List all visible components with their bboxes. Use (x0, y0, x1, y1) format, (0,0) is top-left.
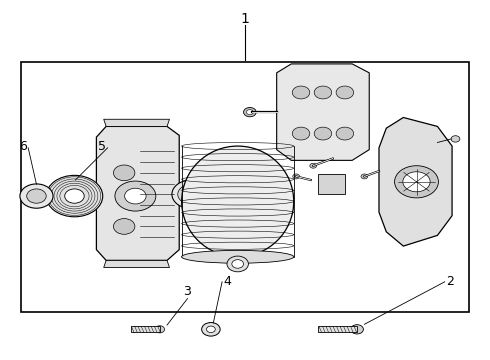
Circle shape (244, 108, 256, 117)
Circle shape (124, 188, 146, 204)
Circle shape (292, 127, 310, 140)
Circle shape (310, 163, 317, 168)
Text: 1: 1 (241, 12, 249, 26)
Circle shape (65, 189, 84, 203)
Circle shape (246, 110, 253, 114)
Circle shape (178, 184, 205, 204)
Circle shape (155, 326, 165, 333)
Circle shape (206, 326, 215, 333)
Circle shape (202, 323, 220, 336)
Circle shape (46, 175, 103, 217)
Ellipse shape (182, 146, 294, 257)
Circle shape (314, 127, 332, 140)
Circle shape (336, 127, 354, 140)
Polygon shape (97, 126, 179, 260)
Circle shape (232, 260, 244, 268)
Bar (130, 327, 160, 332)
Text: 4: 4 (223, 275, 231, 288)
Circle shape (20, 184, 53, 208)
Circle shape (394, 166, 439, 198)
Circle shape (451, 136, 460, 142)
Circle shape (172, 180, 211, 208)
Circle shape (361, 174, 368, 179)
Polygon shape (104, 119, 170, 126)
Bar (318, 174, 345, 194)
Circle shape (322, 175, 331, 182)
Bar (318, 327, 357, 332)
Circle shape (27, 189, 46, 203)
Polygon shape (277, 64, 369, 160)
Circle shape (184, 189, 199, 200)
Text: 5: 5 (98, 140, 106, 153)
Text: 2: 2 (446, 275, 454, 288)
Circle shape (114, 219, 135, 234)
Circle shape (336, 86, 354, 99)
Ellipse shape (182, 250, 294, 263)
Text: 6: 6 (19, 140, 27, 153)
Circle shape (115, 181, 156, 211)
Circle shape (333, 175, 342, 182)
Circle shape (114, 165, 135, 181)
Bar (21, 62, 469, 312)
Circle shape (351, 325, 364, 334)
Polygon shape (104, 260, 170, 267)
Circle shape (292, 86, 310, 99)
Circle shape (227, 256, 248, 272)
Text: 3: 3 (184, 285, 192, 298)
Circle shape (403, 172, 430, 192)
Polygon shape (379, 117, 452, 246)
Circle shape (293, 174, 299, 179)
Circle shape (314, 86, 332, 99)
